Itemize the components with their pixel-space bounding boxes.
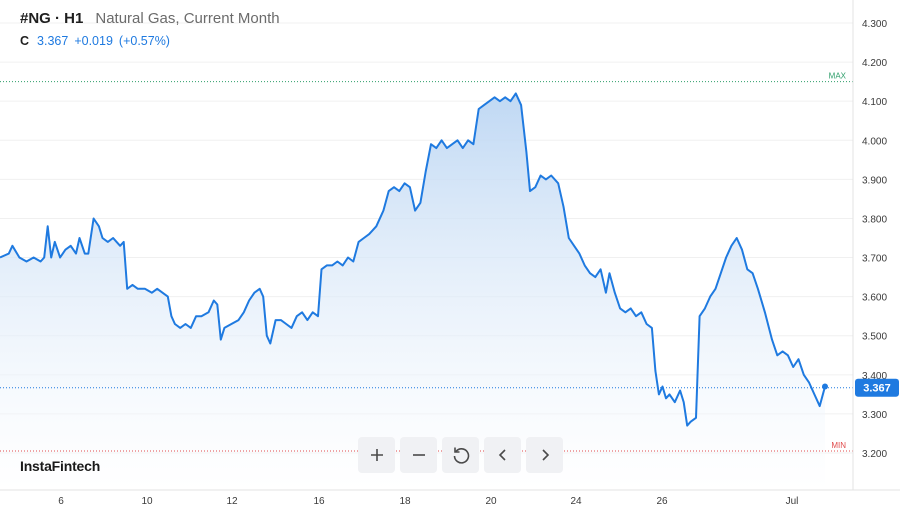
price-line (0, 92, 826, 427)
instrument-name: Natural Gas, Current Month (95, 10, 280, 27)
symbol-label: #NG · H1 (20, 10, 84, 27)
x-tick-label: Jul (786, 496, 799, 507)
scroll-right-button[interactable] (526, 437, 563, 473)
x-tick-label: 6 (58, 496, 64, 507)
y-tick-label: 3.200 (862, 449, 887, 460)
chevron-right-icon (541, 449, 549, 461)
x-tick-label: 20 (485, 496, 497, 507)
last-price: 3.367 (37, 34, 69, 48)
svg-text:3.367: 3.367 (863, 383, 891, 395)
price-change: +0.019 (74, 34, 113, 48)
chart-controls (358, 437, 563, 473)
x-tick-label: 10 (141, 496, 153, 507)
close-label: C (20, 34, 30, 48)
min-label: MIN (831, 441, 846, 450)
price-area (0, 93, 825, 491)
refresh-icon (453, 447, 469, 464)
x-tick-label: 12 (226, 496, 238, 507)
x-tick-label: 18 (399, 496, 411, 507)
max-label: MAX (829, 72, 847, 81)
x-tick-label: 24 (570, 496, 582, 507)
y-tick-label: 4.300 (862, 19, 887, 30)
y-tick-label: 4.200 (862, 58, 887, 69)
brand-logo: InstaFintech (20, 458, 101, 474)
quote-row: C 3.367 +0.019 (+0.57%) (20, 34, 280, 48)
minus-icon (412, 454, 425, 456)
chart-header: #NG · H1 Natural Gas, Current Month C 3.… (20, 10, 280, 48)
x-tick-label: 16 (313, 496, 325, 507)
y-tick-label: 4.000 (862, 136, 887, 147)
y-tick-label: 3.400 (862, 371, 887, 382)
last-price-dot (822, 383, 828, 390)
y-tick-label: 3.300 (862, 410, 887, 421)
reset-button[interactable] (442, 437, 479, 473)
x-axis: 6 10 12 16 18 20 24 26 Jul (58, 496, 798, 507)
y-tick-label: 4.100 (862, 97, 887, 108)
y-tick-label: 3.600 (862, 293, 887, 304)
zoom-in-button[interactable] (358, 437, 395, 473)
scroll-left-button[interactable] (484, 437, 521, 473)
y-tick-label: 3.700 (862, 254, 887, 265)
last-price-tag: 3.367 (855, 378, 899, 397)
chevron-left-icon (498, 449, 506, 461)
y-axis: 4.300 4.200 4.100 4.000 3.900 3.800 3.700 3.600… (862, 19, 887, 460)
x-tick-label: 26 (656, 496, 668, 507)
y-tick-label: 3.800 (862, 214, 887, 225)
y-tick-label: 3.500 (862, 332, 887, 343)
y-tick-label: 3.900 (862, 175, 887, 186)
plus-icon (370, 449, 383, 461)
price-change-percent: (+0.57%) (118, 34, 170, 48)
zoom-out-button[interactable] (400, 437, 437, 473)
